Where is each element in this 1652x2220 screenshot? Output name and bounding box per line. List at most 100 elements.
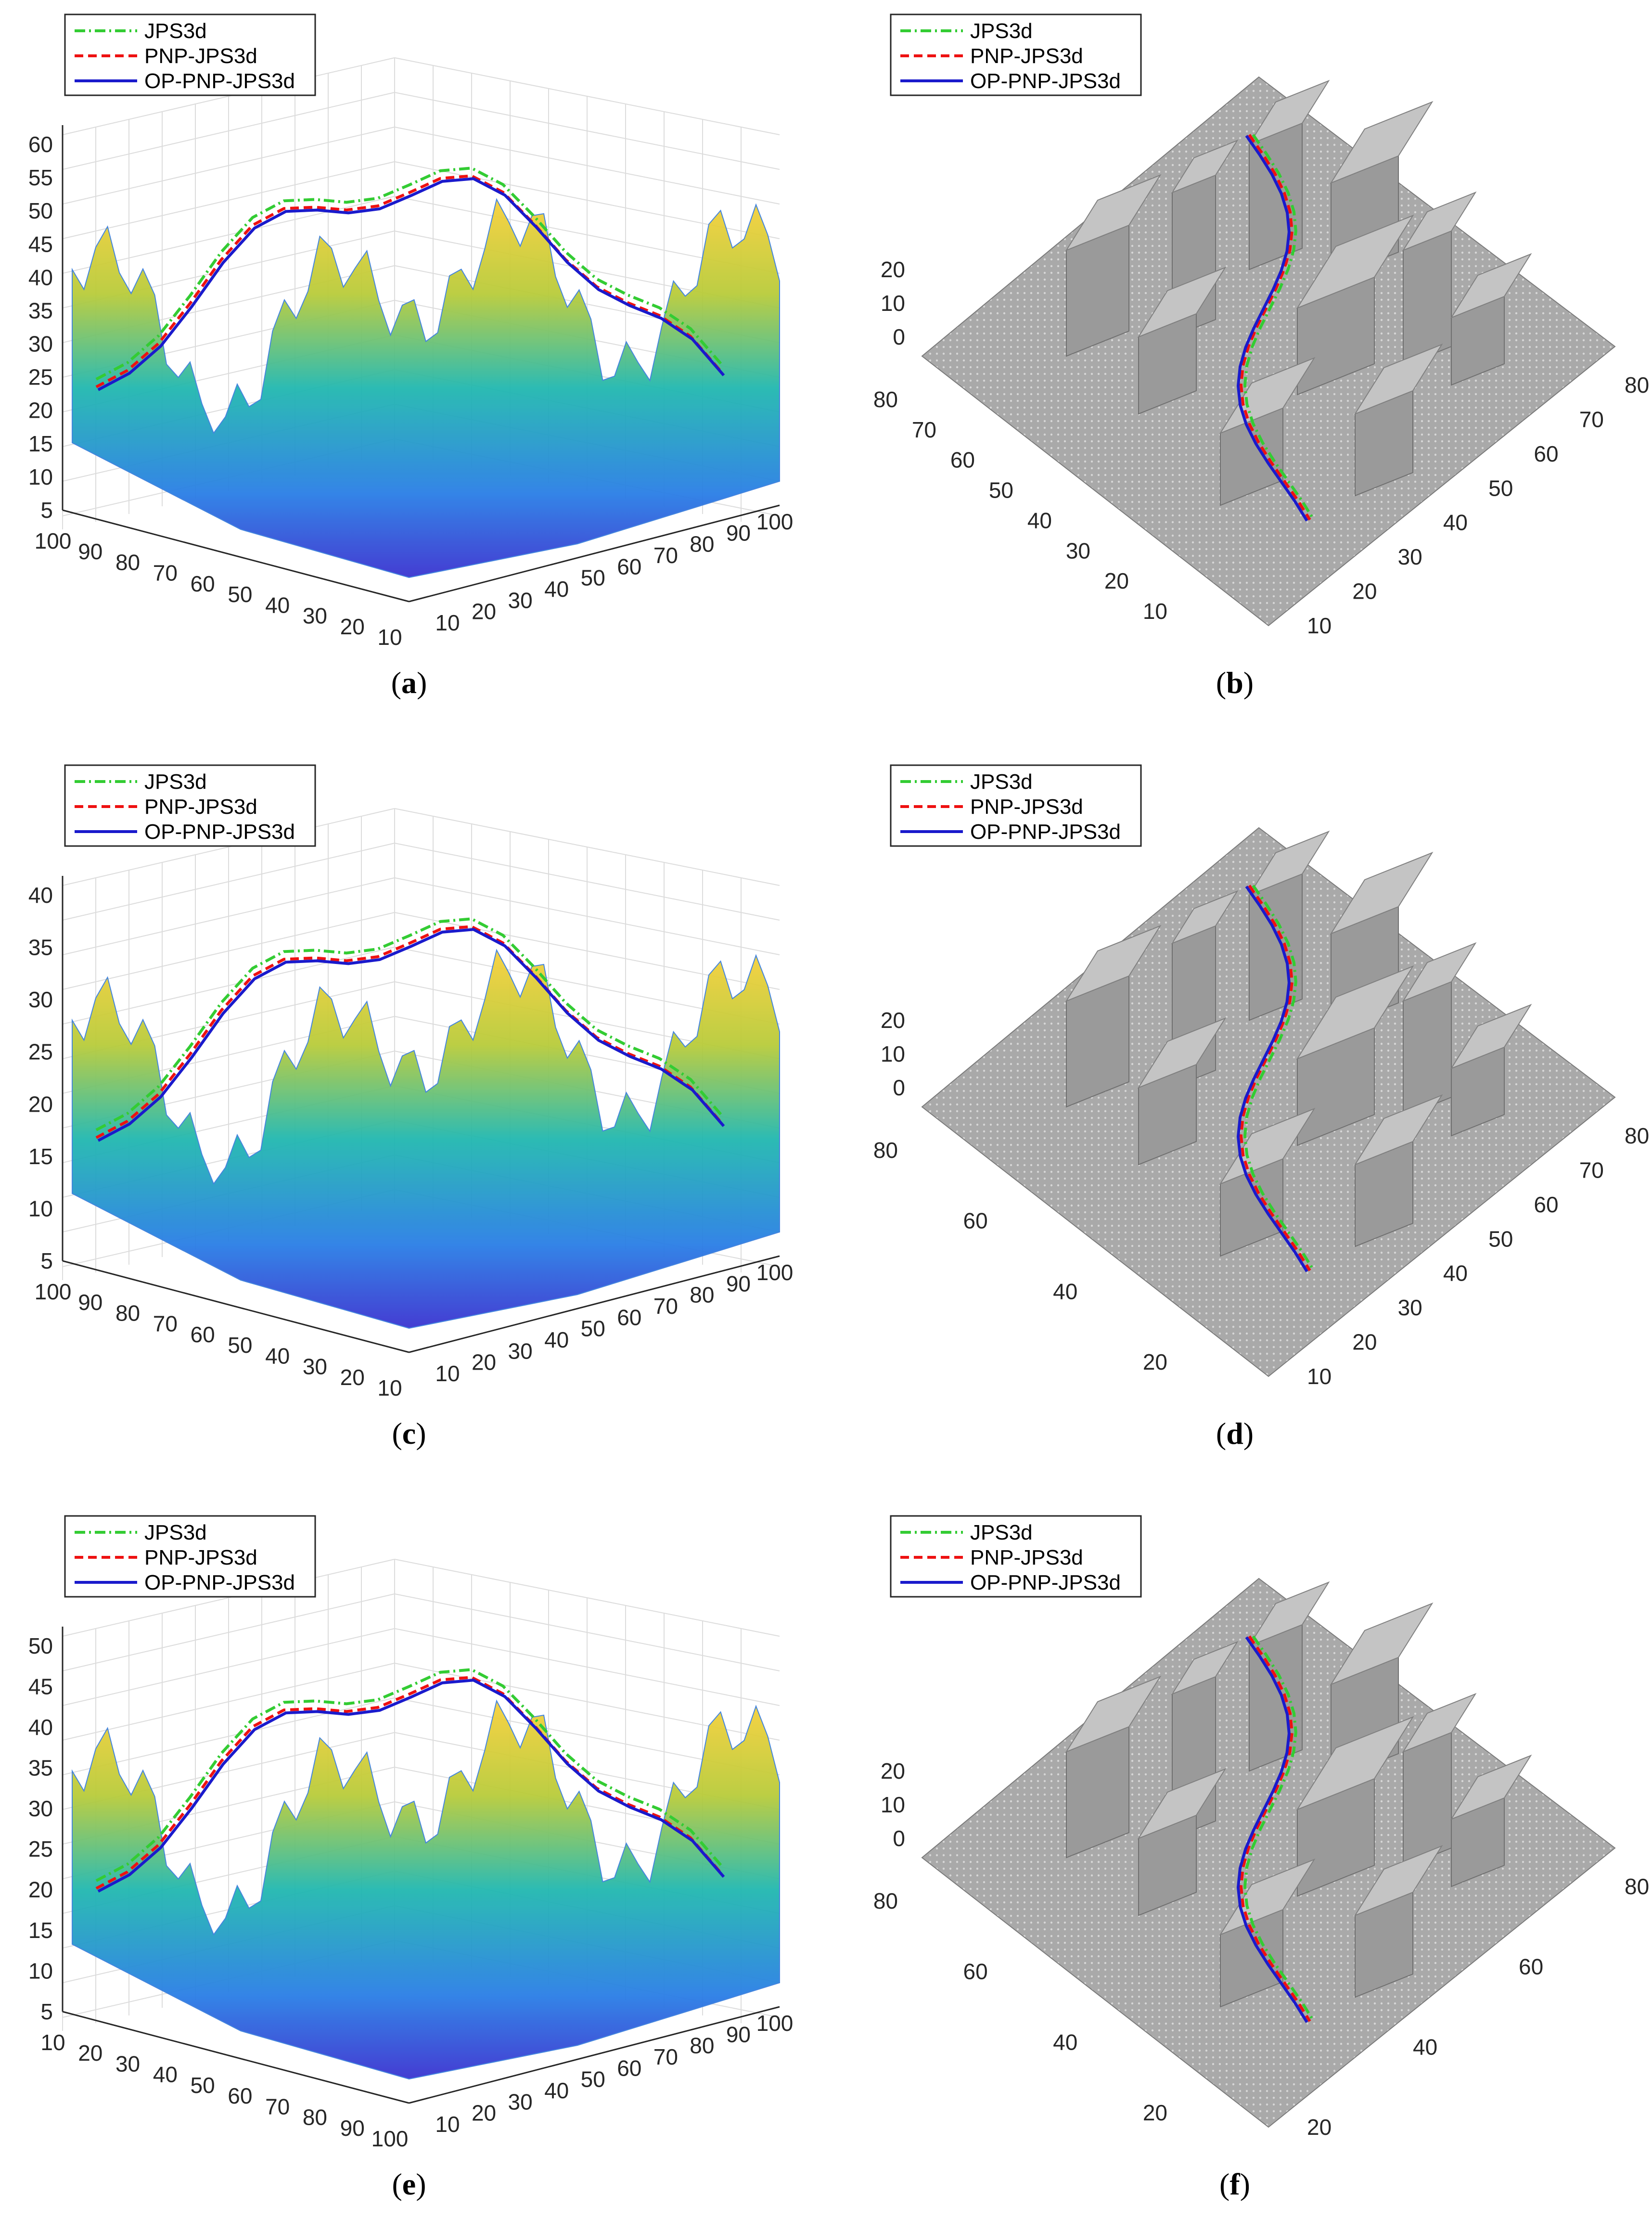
x-tick-label: 50 bbox=[228, 1333, 252, 1358]
y-tick-label: 20 bbox=[472, 1350, 496, 1375]
axis-left bbox=[62, 509, 410, 603]
z-tick-label: 10 bbox=[28, 1959, 53, 1984]
obstacle-top bbox=[1402, 942, 1477, 1002]
y-tick-label: 100 bbox=[756, 509, 794, 534]
obstacle-top bbox=[1296, 1716, 1414, 1811]
caption-letter: c bbox=[402, 1416, 416, 1450]
x-tick-label: 10 bbox=[377, 625, 402, 650]
caption-letter: a bbox=[401, 666, 417, 700]
legend-label: OP-PNP-JPS3d bbox=[970, 1571, 1121, 1594]
x-tick-label: 40 bbox=[1053, 2029, 1077, 2054]
x-tick-label: 10 bbox=[377, 1375, 402, 1400]
caption-close: ) bbox=[1243, 666, 1254, 700]
z-tick-label: 15 bbox=[28, 1918, 53, 1943]
path-jps3d bbox=[1243, 134, 1315, 521]
legend-label: PNP-JPS3d bbox=[970, 1546, 1083, 1569]
z-tick-label: 25 bbox=[28, 1836, 53, 1861]
x-tick-label: 80 bbox=[873, 1888, 898, 1913]
y-tick-label: 80 bbox=[690, 532, 714, 557]
axis-right bbox=[409, 2006, 780, 2104]
z-tick-label: 25 bbox=[28, 365, 53, 390]
obstacle-top bbox=[1354, 343, 1443, 415]
y-tick-label: 20 bbox=[1352, 579, 1377, 604]
obstacle-top bbox=[1450, 1003, 1532, 1070]
z-tick-label: 45 bbox=[28, 231, 53, 257]
path-op-pnp-jps3d bbox=[1236, 885, 1308, 1272]
x-tick-label: 10 bbox=[1143, 599, 1167, 624]
z-tick-label: 35 bbox=[28, 935, 53, 960]
legend-label: JPS3d bbox=[970, 1521, 1033, 1544]
y-tick-label: 40 bbox=[1443, 510, 1468, 535]
z-tick-label: 35 bbox=[28, 298, 53, 323]
z-tick-label: 50 bbox=[28, 1633, 53, 1658]
z-tick-label: 10 bbox=[881, 1792, 905, 1817]
caption-open: ( bbox=[392, 2167, 402, 2201]
obstacle-top bbox=[1248, 830, 1330, 897]
axis-left bbox=[62, 1260, 410, 1353]
x-tick-label: 60 bbox=[228, 2083, 252, 2108]
legend-label: PNP-JPS3d bbox=[970, 795, 1083, 819]
path-jps3d bbox=[95, 1668, 723, 1882]
x-tick-label: 40 bbox=[153, 2062, 178, 2087]
x-tick-label: 80 bbox=[873, 1138, 898, 1163]
panel-caption: (b) bbox=[1216, 666, 1254, 700]
caption-open: ( bbox=[1219, 2167, 1229, 2201]
x-tick-label: 20 bbox=[1104, 568, 1129, 593]
path-op-pnp-jps3d bbox=[97, 177, 725, 391]
obstacle-top bbox=[1450, 1754, 1532, 1821]
path-pnp-jps3d bbox=[1239, 134, 1311, 521]
y-tick-label: 80 bbox=[1625, 372, 1649, 398]
x-tick-label: 60 bbox=[963, 1208, 987, 1233]
panel-caption: (d) bbox=[1216, 1416, 1254, 1450]
x-tick-label: 50 bbox=[228, 582, 252, 607]
caption-close: ) bbox=[1243, 1416, 1254, 1450]
axis-right bbox=[409, 504, 780, 603]
y-tick-label: 30 bbox=[1398, 1295, 1422, 1320]
y-tick-label: 60 bbox=[617, 2055, 641, 2080]
y-tick-label: 40 bbox=[544, 1327, 569, 1352]
terrain-surface bbox=[72, 198, 780, 578]
z-tick-label: 15 bbox=[28, 1144, 53, 1169]
y-tick-label: 80 bbox=[690, 1283, 714, 1308]
panel-b: 20 10 0 80 70 60 50 40 30 20 10 10 20 30 40 50 60 70 80 JPS… bbox=[873, 13, 1649, 700]
axis-right bbox=[409, 1255, 780, 1353]
x-tick-label: 60 bbox=[191, 1322, 215, 1347]
z-tick-label: 30 bbox=[28, 1796, 53, 1821]
x-tick-label: 90 bbox=[340, 2116, 365, 2141]
x-tick-label: 20 bbox=[78, 2040, 102, 2066]
legend-label: JPS3d bbox=[144, 770, 207, 794]
path-pnp-jps3d bbox=[1239, 885, 1311, 1271]
x-tick-label: 40 bbox=[265, 1343, 290, 1368]
z-tick-label: 5 bbox=[40, 498, 53, 523]
x-tick-label: 60 bbox=[963, 1959, 987, 1984]
path-jps3d bbox=[1243, 885, 1315, 1271]
y-tick-label: 60 bbox=[617, 1305, 641, 1330]
x-tick-label: 30 bbox=[303, 1354, 327, 1379]
y-tick-label: 70 bbox=[653, 543, 678, 568]
y-tick-label: 60 bbox=[1519, 1954, 1543, 1979]
terrain-surface bbox=[72, 949, 780, 1329]
z-tick-label: 40 bbox=[28, 265, 53, 290]
x-tick-label: 70 bbox=[153, 1311, 178, 1336]
path-pnp-jps3d bbox=[95, 925, 723, 1139]
obstacle-block bbox=[1403, 981, 1452, 1117]
path-op-pnp-jps3d bbox=[1236, 1636, 1308, 2023]
obstacle-top bbox=[1065, 174, 1162, 252]
legend-label: JPS3d bbox=[970, 770, 1033, 794]
x-tick-label: 80 bbox=[115, 1300, 140, 1325]
y-tick-label: 80 bbox=[690, 2033, 714, 2058]
obstacle-top bbox=[1065, 924, 1162, 1002]
y-tick-label: 70 bbox=[1579, 1157, 1604, 1182]
x-tick-label: 20 bbox=[1143, 1349, 1167, 1374]
x-tick-label: 30 bbox=[1066, 538, 1090, 563]
path-jps3d bbox=[95, 917, 723, 1131]
y-tick-label: 90 bbox=[726, 2022, 751, 2047]
obstacle-top bbox=[1402, 1693, 1477, 1753]
z-tick-label: 40 bbox=[28, 1715, 53, 1740]
y-tick-label: 20 bbox=[472, 2101, 496, 2126]
obstacle-top bbox=[1330, 101, 1434, 184]
